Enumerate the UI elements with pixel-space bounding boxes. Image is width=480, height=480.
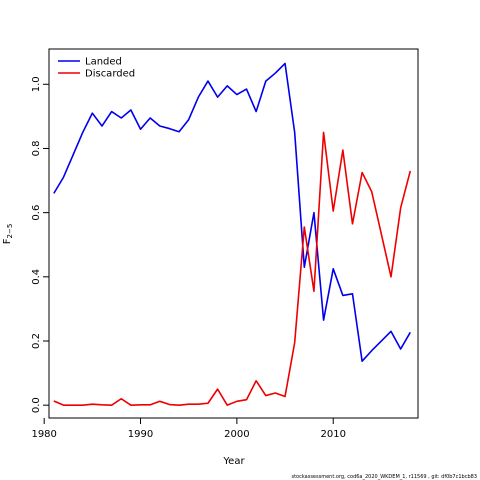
legend-label-discarded: Discarded [85, 69, 135, 80]
footer-text: stockassessment.org, cod6a_2020_WKDEM_1,… [291, 474, 477, 480]
y-tick-label-0: 0.0 [31, 397, 42, 413]
y-axis: 0.0 0.2 0.4 0.6 0.8 1.0 [31, 76, 49, 413]
y-tick-label-2: 0.4 [31, 269, 42, 285]
x-axis: 1980 1990 2000 2010 [31, 418, 346, 440]
series-line-discarded [53, 131, 412, 406]
x-axis-label: Year [222, 456, 245, 467]
legend: Landed Discarded [58, 57, 135, 80]
x-tick-label-2000: 2000 [224, 429, 249, 440]
y-tick-label-1: 0.2 [31, 333, 42, 349]
y-axis-label-main: F [2, 238, 13, 244]
y-axis-label: F2−5 [2, 224, 14, 245]
x-tick-label-1980: 1980 [31, 429, 56, 440]
y-tick-label-5: 1.0 [31, 76, 42, 92]
y-tick-label-3: 0.6 [31, 205, 42, 221]
x-tick-label-2010: 2010 [320, 429, 345, 440]
series-line-landed [53, 62, 411, 363]
legend-label-landed: Landed [85, 57, 122, 68]
x-tick-label-1990: 1990 [128, 429, 153, 440]
y-axis-label-subscript: 2−5 [6, 224, 14, 239]
plot-frame [48, 48, 419, 419]
series-layer [53, 62, 412, 406]
y-tick-label-4: 0.8 [31, 141, 42, 157]
